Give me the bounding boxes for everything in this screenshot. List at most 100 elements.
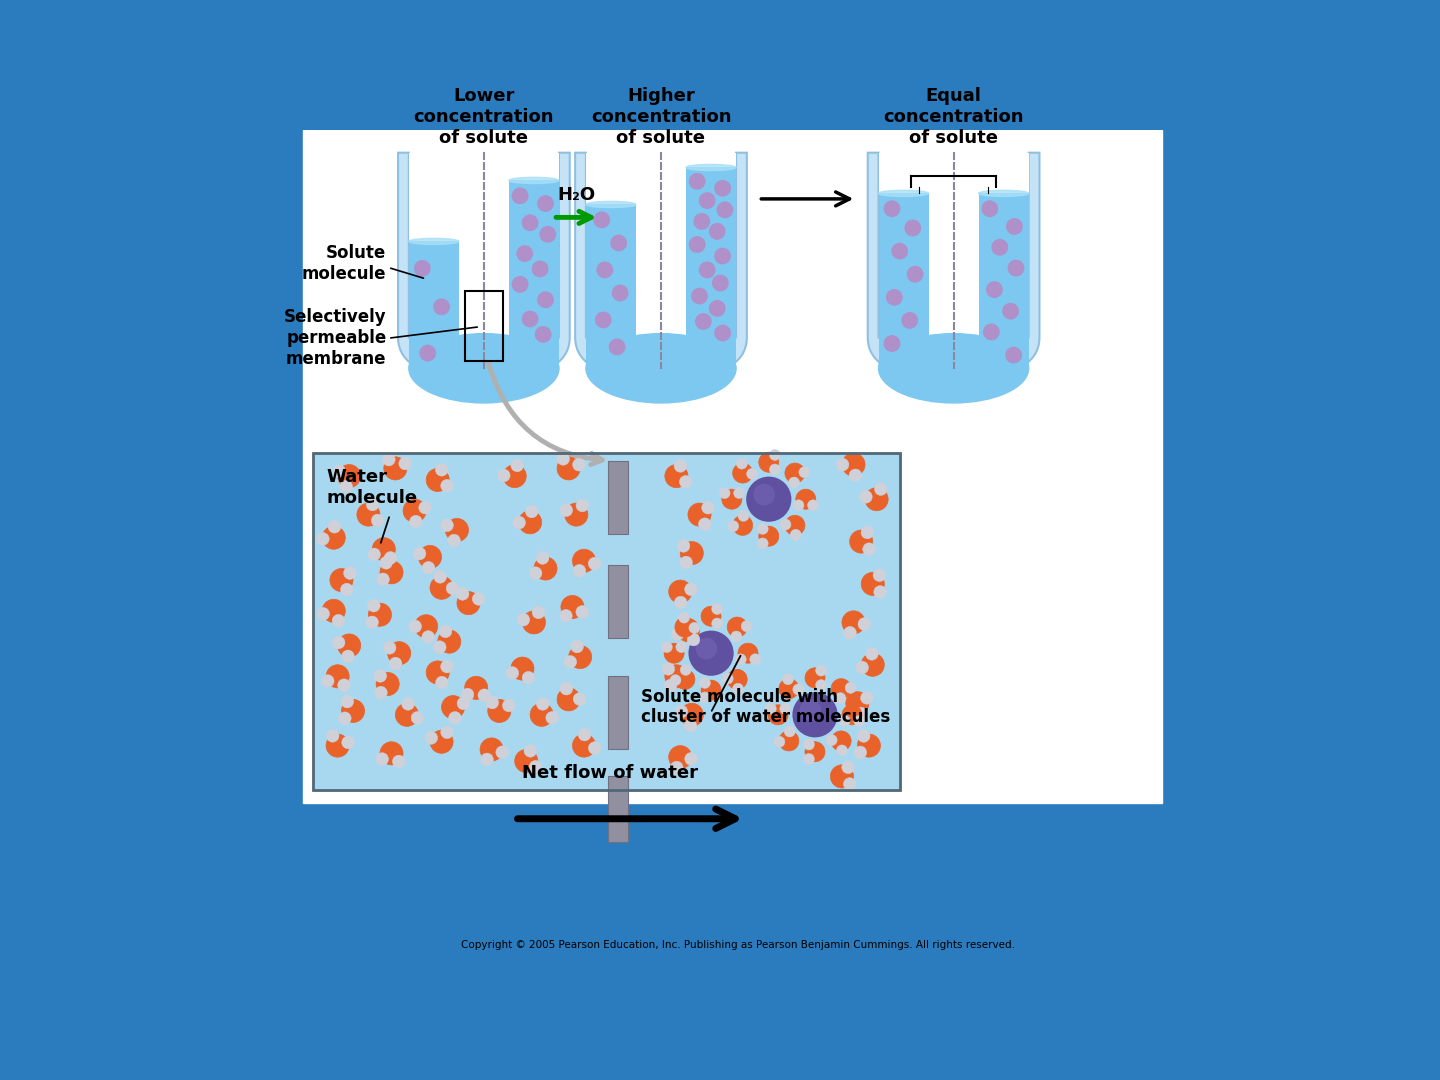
Circle shape bbox=[677, 539, 690, 552]
Circle shape bbox=[380, 742, 403, 765]
Circle shape bbox=[668, 580, 691, 603]
Circle shape bbox=[732, 631, 742, 642]
Circle shape bbox=[324, 573, 337, 586]
Circle shape bbox=[321, 665, 334, 678]
Circle shape bbox=[403, 499, 426, 523]
Circle shape bbox=[759, 526, 779, 546]
Bar bbox=[586, 204, 636, 338]
Circle shape bbox=[906, 220, 920, 235]
Circle shape bbox=[710, 224, 724, 239]
Circle shape bbox=[562, 611, 575, 623]
Circle shape bbox=[992, 240, 1008, 255]
Circle shape bbox=[586, 549, 599, 561]
Circle shape bbox=[564, 503, 588, 526]
Circle shape bbox=[665, 665, 688, 688]
Circle shape bbox=[861, 669, 874, 680]
Circle shape bbox=[384, 457, 408, 480]
Circle shape bbox=[690, 632, 733, 675]
Circle shape bbox=[891, 243, 907, 259]
Circle shape bbox=[530, 703, 553, 727]
Circle shape bbox=[513, 276, 528, 292]
Circle shape bbox=[484, 732, 497, 745]
Circle shape bbox=[383, 602, 395, 615]
Circle shape bbox=[680, 703, 703, 727]
Bar bbox=[608, 565, 628, 638]
Circle shape bbox=[446, 513, 459, 526]
Circle shape bbox=[426, 469, 449, 491]
Circle shape bbox=[799, 700, 821, 721]
Circle shape bbox=[865, 488, 888, 511]
Circle shape bbox=[827, 734, 837, 745]
Circle shape bbox=[713, 275, 729, 291]
Ellipse shape bbox=[409, 239, 459, 244]
Circle shape bbox=[534, 557, 557, 580]
Circle shape bbox=[855, 747, 868, 760]
Circle shape bbox=[321, 596, 334, 608]
Circle shape bbox=[700, 677, 710, 688]
Circle shape bbox=[433, 548, 446, 561]
Circle shape bbox=[677, 619, 700, 642]
Circle shape bbox=[383, 737, 396, 748]
Circle shape bbox=[677, 716, 690, 729]
Circle shape bbox=[855, 623, 868, 636]
Bar bbox=[878, 337, 1028, 368]
Circle shape bbox=[415, 615, 438, 638]
Circle shape bbox=[442, 696, 465, 718]
Text: Solute
molecule: Solute molecule bbox=[302, 244, 386, 283]
Bar bbox=[979, 193, 1028, 337]
Bar bbox=[465, 292, 503, 361]
Circle shape bbox=[793, 684, 804, 696]
Circle shape bbox=[863, 486, 874, 498]
Circle shape bbox=[374, 670, 387, 681]
Circle shape bbox=[677, 596, 688, 609]
Bar bbox=[608, 565, 628, 638]
Circle shape bbox=[580, 508, 593, 519]
Circle shape bbox=[390, 673, 403, 685]
Circle shape bbox=[675, 670, 696, 689]
Circle shape bbox=[727, 521, 739, 531]
Circle shape bbox=[723, 673, 733, 684]
Circle shape bbox=[325, 734, 348, 757]
Circle shape bbox=[668, 745, 691, 769]
Circle shape bbox=[858, 460, 871, 472]
Bar bbox=[608, 676, 628, 750]
Circle shape bbox=[852, 607, 865, 619]
Circle shape bbox=[861, 653, 884, 676]
Circle shape bbox=[887, 289, 901, 305]
Circle shape bbox=[690, 174, 706, 189]
Circle shape bbox=[488, 714, 501, 727]
Circle shape bbox=[383, 651, 396, 664]
Circle shape bbox=[835, 692, 845, 704]
Circle shape bbox=[825, 767, 838, 780]
Bar bbox=[685, 152, 736, 167]
Circle shape bbox=[462, 673, 475, 686]
Bar bbox=[608, 461, 628, 534]
Circle shape bbox=[328, 680, 341, 693]
Circle shape bbox=[678, 612, 690, 623]
Circle shape bbox=[533, 607, 546, 619]
Circle shape bbox=[884, 336, 900, 351]
Circle shape bbox=[337, 464, 360, 488]
Circle shape bbox=[785, 463, 805, 483]
Bar bbox=[608, 676, 628, 750]
Circle shape bbox=[511, 652, 524, 665]
Circle shape bbox=[537, 292, 553, 308]
Circle shape bbox=[374, 752, 387, 764]
Circle shape bbox=[413, 611, 426, 624]
Circle shape bbox=[373, 538, 396, 561]
Circle shape bbox=[791, 529, 801, 540]
Circle shape bbox=[871, 568, 884, 580]
Circle shape bbox=[544, 715, 556, 728]
Circle shape bbox=[570, 546, 583, 559]
Circle shape bbox=[680, 699, 693, 712]
Circle shape bbox=[523, 215, 537, 230]
Circle shape bbox=[598, 262, 612, 278]
Circle shape bbox=[710, 300, 724, 316]
Circle shape bbox=[323, 526, 346, 550]
Circle shape bbox=[387, 537, 399, 550]
Text: Copyright © 2005 Pearson Education, Inc. Publishing as Pearson Benjamin Cummings: Copyright © 2005 Pearson Education, Inc.… bbox=[461, 940, 1015, 949]
Circle shape bbox=[431, 577, 454, 599]
Circle shape bbox=[557, 688, 580, 711]
Circle shape bbox=[596, 312, 611, 327]
Circle shape bbox=[694, 214, 710, 229]
